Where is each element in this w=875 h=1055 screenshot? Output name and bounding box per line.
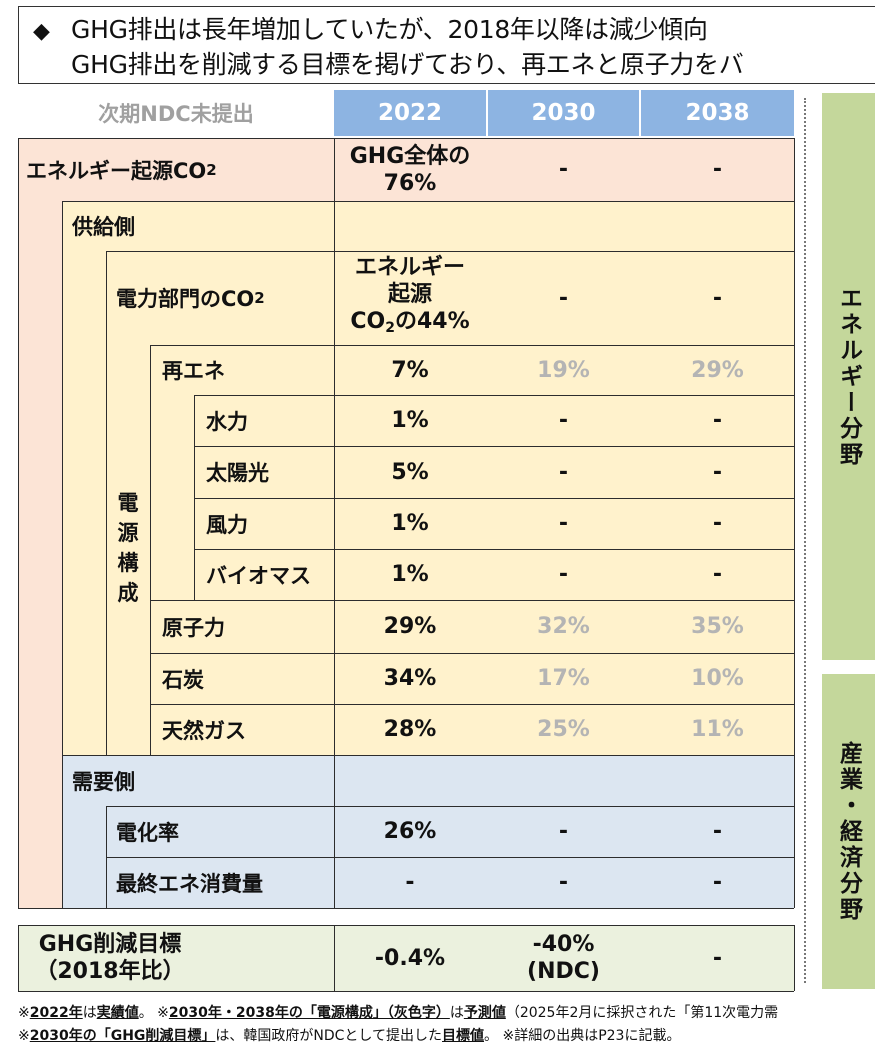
biomass-2038: - bbox=[712, 562, 723, 587]
nuclear-2038: 35% bbox=[691, 614, 744, 639]
row-label-final-energy: 最終エネ消費量 bbox=[116, 871, 263, 896]
row-label-gas: 天然ガス bbox=[162, 718, 246, 743]
energy-co2-2038: - bbox=[712, 157, 723, 182]
nuclear-2022: 29% bbox=[383, 614, 437, 639]
solar-2022: 5% bbox=[391, 459, 429, 485]
title-line-2: GHG排出を削減する目標を掲げており、再エネと原子力をバ bbox=[33, 48, 875, 81]
energy-co2-2022: GHG全体の 76% bbox=[349, 143, 471, 196]
nuclear-2030: 32% bbox=[537, 614, 590, 639]
final-energy-2038: - bbox=[712, 870, 723, 895]
solar-2038: - bbox=[712, 459, 723, 485]
renewables-2022: 7% bbox=[391, 357, 429, 383]
title-line-1: ◆ GHG排出は長年増加していたが、2018年以降は減少傾向 bbox=[33, 13, 875, 48]
ghg-target-2038: - bbox=[712, 945, 723, 971]
target-region-bg bbox=[18, 925, 794, 991]
ghg-target-2030: -40% (NDC) bbox=[527, 932, 600, 984]
title-text-2: GHG排出を削減する目標を掲げており、再エネと原子力をバ bbox=[71, 50, 744, 79]
wind-2030: - bbox=[558, 511, 569, 536]
solar-2030: - bbox=[558, 459, 569, 485]
footer-note-2: ※2030年の「GHG削減目標」は、韓国政府がNDCとして提出した目標値。 ※詳… bbox=[18, 1028, 681, 1044]
power-co2-2022: エネルギー 起源 CO2の44% bbox=[350, 255, 470, 336]
row-label-supply: 供給側 bbox=[72, 215, 135, 239]
ghg-target-2022: -0.4% bbox=[374, 945, 446, 971]
year-header-2030: 2030 bbox=[488, 90, 639, 136]
row-label-demand: 需要側 bbox=[72, 769, 135, 794]
renewables-2030: 19% bbox=[537, 357, 590, 383]
row-label-solar: 太陽光 bbox=[206, 461, 269, 485]
energy-co2-2030: - bbox=[558, 157, 569, 182]
row-label-hydro: 水力 bbox=[206, 409, 248, 434]
row-label-wind: 風力 bbox=[206, 512, 248, 537]
row-label-nuclear: 原子力 bbox=[162, 615, 225, 640]
footer-note-1: ※2022年は実績値。 ※2030年・2038年の「電源構成」（灰色字）は予測値… bbox=[18, 1005, 779, 1021]
gas-2030: 25% bbox=[537, 717, 590, 742]
row-label-electrification: 電化率 bbox=[116, 820, 179, 845]
side-label-industry: 産業・経済分野 bbox=[822, 674, 875, 989]
hydro-2038: - bbox=[712, 408, 723, 433]
row-label-ghg-target: GHG削減目標 （2018年比） bbox=[35, 932, 185, 984]
row-label-renewables: 再エネ bbox=[162, 359, 225, 383]
year-header-2022: 2022 bbox=[334, 90, 486, 136]
hydro-2030: - bbox=[558, 408, 569, 433]
demand-region-bg bbox=[62, 755, 794, 908]
energy-row-bg bbox=[334, 138, 794, 201]
supply-region-bg bbox=[62, 201, 794, 755]
power-co2-2038: - bbox=[712, 285, 723, 311]
coal-2038: 10% bbox=[691, 666, 744, 691]
electrification-2030: - bbox=[558, 819, 569, 844]
biomass-2030: - bbox=[558, 562, 569, 587]
side-label-energy: エネルギー分野 bbox=[822, 93, 875, 660]
diamond-bullet-icon: ◆ bbox=[33, 19, 50, 44]
title-banner: ◆ GHG排出は長年増加していたが、2018年以降は減少傾向 GHG排出を削減する… bbox=[18, 6, 875, 84]
gas-2022: 28% bbox=[383, 717, 437, 742]
hydro-2022: 1% bbox=[391, 408, 429, 433]
row-label-energy-co2: エネルギー起源CO 2 bbox=[26, 158, 217, 183]
row-label-coal: 石炭 bbox=[162, 667, 204, 692]
coal-2030: 17% bbox=[537, 666, 590, 691]
corner-label: 次期NDC未提出 bbox=[98, 102, 254, 126]
power-mix-vertical-label: 電 源 構 成 bbox=[117, 491, 139, 605]
power-co2-2030: - bbox=[558, 285, 569, 311]
row-label-power-co2: 電力部門のCO 2 bbox=[116, 287, 265, 311]
wind-2022: 1% bbox=[391, 511, 429, 536]
coal-2022: 34% bbox=[383, 666, 437, 691]
gas-2038: 11% bbox=[691, 717, 744, 742]
dotted-separator bbox=[804, 98, 806, 983]
electrification-2038: - bbox=[712, 819, 723, 844]
wind-2038: - bbox=[712, 511, 723, 536]
row-label-biomass: バイオマス bbox=[206, 563, 311, 588]
year-header-2038: 2038 bbox=[641, 90, 794, 136]
final-energy-2022: - bbox=[405, 870, 415, 895]
renewables-2038: 29% bbox=[691, 357, 744, 383]
final-energy-2030: - bbox=[558, 870, 569, 895]
electrification-2022: 26% bbox=[383, 819, 437, 844]
biomass-2022: 1% bbox=[391, 562, 429, 587]
title-text-1: GHG排出は長年増加していたが、2018年以降は減少傾向 bbox=[71, 15, 708, 44]
